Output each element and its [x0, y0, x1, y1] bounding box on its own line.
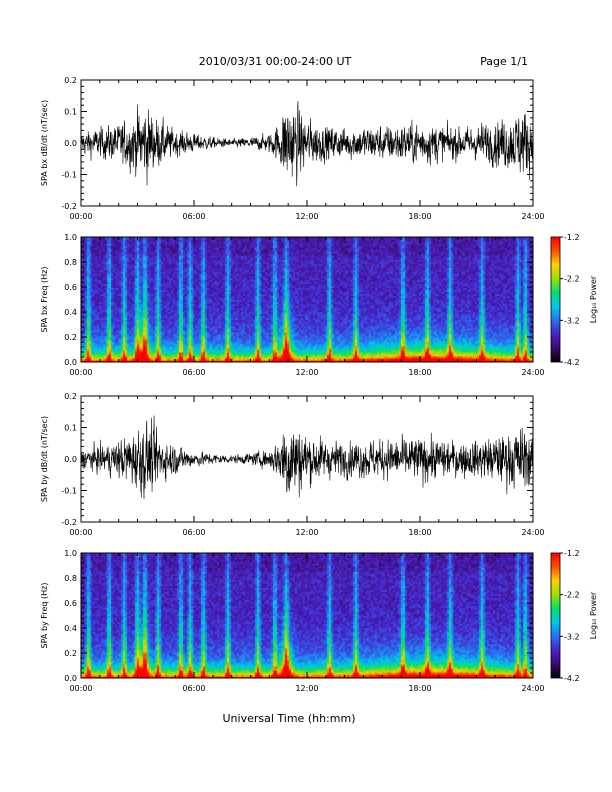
x-axis-title: Universal Time (hh:mm) [223, 712, 356, 725]
colorbar-tick-label: -4.2 [564, 674, 580, 683]
x-tick-label: 06:00 [182, 684, 205, 693]
spectrogram-canvas [81, 237, 533, 362]
y-tick-label: 0.2 [64, 649, 77, 658]
y-tick-label: 0.6 [64, 599, 77, 608]
y-tick-label: 1.0 [64, 549, 77, 558]
y-axis-title: SPA bx dB/dt (nT/sec) [40, 100, 49, 186]
colorbar [550, 552, 561, 679]
y-tick-label: 1.0 [64, 233, 77, 242]
x-tick-label: 06:00 [182, 212, 205, 221]
x-tick-label: 24:00 [521, 368, 544, 377]
y-axis-title: SPA by Freq (Hz) [40, 583, 49, 649]
x-tick-label: 06:00 [182, 528, 205, 537]
y-axis-title: SPA bx Freq (Hz) [40, 267, 49, 333]
x-tick-label: 12:00 [295, 684, 318, 693]
colorbar-title: Log₁₀ Power [589, 591, 598, 639]
colorbar-tick-label: -3.2 [564, 632, 580, 641]
series-line [81, 100, 533, 187]
spectrogram-panel: -1.2 -2.2 -3.2 -4.2 Log₁₀ Power 00:00 06:00 12:… [40, 233, 598, 377]
y-tick-label: -0.1 [61, 487, 77, 496]
timeseries-panel: 00:00 06:00 12:00 18:00 24:00 -0.2 -0.1 0.0 0.1 0… [40, 76, 545, 221]
y-tick-label: 0.6 [64, 283, 77, 292]
y-tick-label: 0.1 [64, 424, 77, 433]
x-tick-label: 18:00 [408, 684, 431, 693]
series-line [81, 415, 533, 500]
colorbar-tick-label: -2.2 [564, 275, 580, 284]
colorbar-title: Log₁₀ Power [589, 275, 598, 323]
x-tick-label: 18:00 [408, 528, 431, 537]
colorbar-tick-label: -3.2 [564, 316, 580, 325]
y-tick-label: 0.0 [64, 455, 77, 464]
colorbar-tick-label: -2.2 [564, 591, 580, 600]
y-tick-label: -0.2 [61, 202, 77, 211]
spectrogram-image [81, 553, 533, 678]
y-tick-label: 0.8 [64, 258, 77, 267]
y-tick-label: 0.8 [64, 574, 77, 583]
y-tick-label: -0.1 [61, 171, 77, 180]
x-tick-label: 24:00 [521, 212, 544, 221]
x-tick-label: 24:00 [521, 528, 544, 537]
y-tick-label: 0.0 [64, 674, 77, 683]
y-tick-label: 0.0 [64, 358, 77, 367]
y-tick-label: 0.4 [64, 624, 77, 633]
x-tick-label: 12:00 [295, 212, 318, 221]
x-tick-label: 00:00 [69, 684, 92, 693]
y-tick-label: 0.2 [64, 392, 77, 401]
y-axis-title: SPA by dB/dt (nT/sec) [40, 416, 49, 502]
y-tick-label: 0.0 [64, 139, 77, 148]
x-tick-label: 12:00 [295, 368, 318, 377]
colorbar-tick-label: -4.2 [564, 358, 580, 367]
x-tick-label: 06:00 [182, 368, 205, 377]
colorbar-tick-label: -1.2 [564, 233, 580, 242]
y-tick-label: 0.2 [64, 76, 77, 85]
panels: 00:00 06:00 12:00 18:00 24:00 -0.2 -0.1 0.0 0.1 0… [40, 76, 598, 693]
y-tick-label: 0.2 [64, 333, 77, 342]
x-tick-label: 00:00 [69, 212, 92, 221]
spectrogram-panel: -1.2 -2.2 -3.2 -4.2 Log₁₀ Power 00:00 06:00 12:… [40, 549, 598, 693]
y-tick-label: 0.4 [64, 308, 77, 317]
x-tick-label: 00:00 [69, 368, 92, 377]
x-tick-label: 18:00 [408, 368, 431, 377]
timeseries-panel: 00:00 06:00 12:00 18:00 24:00 -0.2 -0.1 0.0 0.1 0… [40, 392, 545, 537]
x-tick-label: 24:00 [521, 684, 544, 693]
x-tick-label: 18:00 [408, 212, 431, 221]
colorbar-tick-label: -1.2 [564, 549, 580, 558]
y-tick-label: -0.2 [61, 518, 77, 527]
y-tick-label: 0.1 [64, 108, 77, 117]
spectrogram-canvas [81, 553, 533, 678]
figure-title: 2010/03/31 00:00-24:00 UT [199, 55, 352, 68]
colorbar [550, 236, 561, 363]
x-tick-label: 00:00 [69, 528, 92, 537]
x-tick-label: 12:00 [295, 528, 318, 537]
page-label: Page 1/1 [480, 55, 528, 68]
spectrogram-image [81, 237, 533, 362]
